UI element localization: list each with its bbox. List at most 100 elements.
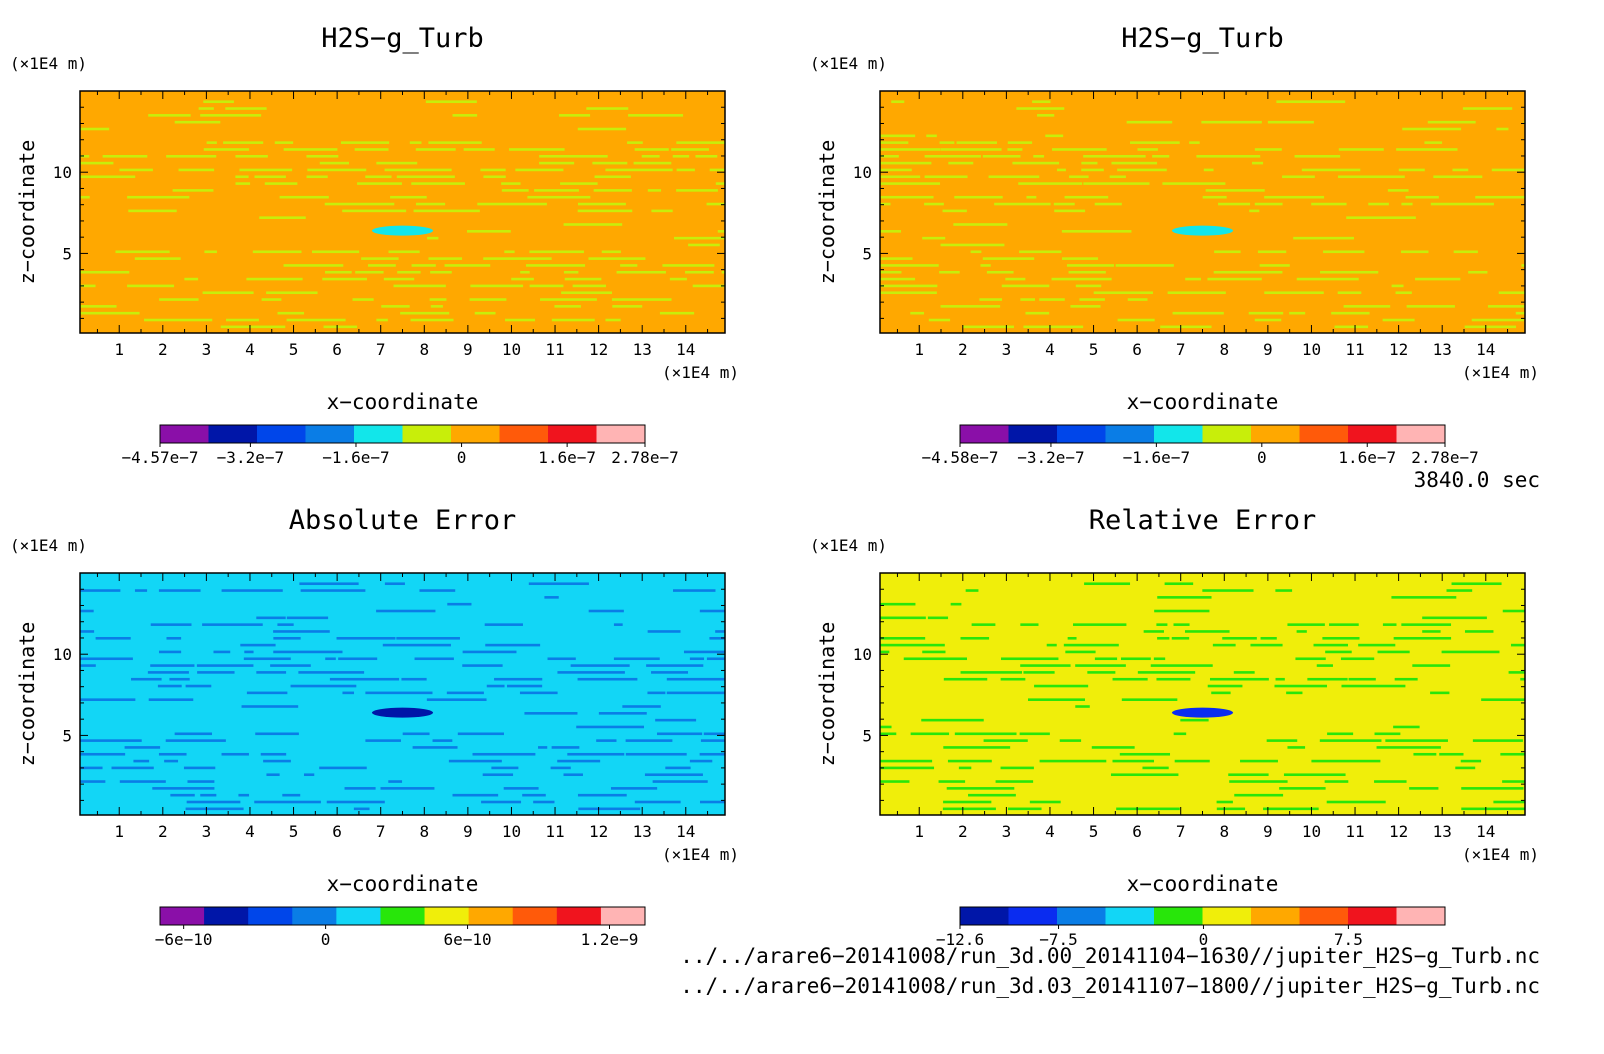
contour-band: [200, 114, 262, 117]
contour-band: [340, 141, 390, 144]
contour-band: [1264, 291, 1324, 295]
contour-band: [388, 780, 403, 783]
contour-band: [1207, 277, 1262, 281]
contour-band: [1167, 291, 1226, 295]
x-tick-label: 13: [1433, 822, 1452, 841]
contour-band: [1029, 800, 1061, 804]
contour-band: [922, 236, 946, 240]
contour-band: [282, 793, 301, 797]
colorbar-segment: [1251, 425, 1300, 443]
contour-band: [152, 787, 215, 790]
contour-band: [286, 318, 346, 322]
contour-band: [325, 657, 336, 661]
contour-band: [1117, 318, 1155, 322]
contour-band: [1283, 773, 1346, 777]
contour-band: [384, 168, 452, 172]
contour-band: [1337, 291, 1362, 295]
contour-band: [1173, 623, 1190, 626]
colorbar: −4.58e−7 −3.2e−7 −1.6e−7 0 1.6e−7 2.78e−7: [921, 424, 1479, 467]
contour-band: [246, 277, 303, 281]
contour-band: [880, 284, 938, 288]
contour-band: [1316, 664, 1333, 667]
contour-band: [1171, 636, 1190, 640]
contour-band: [80, 305, 117, 308]
contour-band: [273, 636, 301, 640]
contour-band: [355, 270, 384, 274]
colorbar-segment: [468, 907, 514, 925]
contour-band: [503, 787, 539, 790]
contour-band: [427, 236, 439, 240]
contour-band: [1481, 698, 1525, 701]
contour-band: [202, 623, 263, 626]
contour-band: [1391, 284, 1404, 288]
contour-band: [1081, 161, 1098, 165]
contour-band: [384, 582, 405, 586]
contour-band: [412, 746, 458, 749]
contour-band: [577, 202, 626, 206]
contour-band: [953, 223, 1008, 226]
contour-band: [197, 671, 235, 674]
colorbar-tick-label: −6e−10: [155, 930, 213, 949]
contour-band: [646, 664, 704, 667]
contour-band: [577, 793, 627, 797]
contour-band: [80, 127, 110, 131]
contour-band: [353, 807, 370, 811]
contour-band: [1025, 311, 1050, 315]
panel-3: Absolute Error (×1E4 m) (×1E4 m) x−coordina…: [10, 505, 739, 949]
contour-band: [610, 787, 658, 790]
contour-band: [365, 739, 401, 742]
contour-band: [319, 161, 349, 165]
contour-band: [1409, 787, 1439, 790]
contour-band: [880, 168, 912, 172]
x-tick-label: 7: [376, 822, 386, 841]
contour-band: [186, 800, 241, 804]
contour-band: [671, 148, 710, 151]
contour-field: [880, 573, 1525, 815]
contour-band: [958, 766, 972, 770]
contour-band: [715, 630, 725, 633]
contour-band: [954, 732, 1017, 736]
colorbar-segment: [1251, 907, 1300, 925]
contour-band: [880, 257, 913, 260]
contour-band: [1508, 671, 1525, 674]
contour-band: [240, 643, 276, 647]
colorbar-tick-label: 7.5: [1334, 930, 1363, 949]
contour-band: [1424, 141, 1443, 144]
contour-band: [1063, 643, 1119, 647]
contour-band: [1116, 807, 1180, 811]
contour-band: [1203, 168, 1214, 172]
contour-band: [1065, 650, 1096, 654]
contour-band: [1296, 630, 1307, 633]
contour-band: [80, 657, 133, 661]
colorbar-frame: [159, 424, 646, 444]
contour-band: [474, 311, 496, 315]
contour-band: [1294, 154, 1341, 158]
y-tick-label: 10: [53, 645, 72, 664]
contour-band: [709, 636, 725, 640]
contour-band: [1341, 684, 1406, 688]
contour-band: [1422, 616, 1487, 620]
contour-band: [641, 154, 660, 158]
field-background: [880, 573, 1525, 815]
contour-band: [577, 209, 633, 213]
y-tick-label: 10: [853, 163, 872, 182]
contour-band: [880, 636, 926, 640]
contour-band: [706, 202, 725, 206]
contour-band: [1229, 780, 1288, 783]
contour-band: [254, 800, 321, 804]
contour-band: [1020, 298, 1036, 301]
contour-band: [709, 168, 725, 172]
contour-band: [1213, 270, 1283, 274]
contour-band: [1028, 698, 1086, 701]
contour-band: [891, 100, 905, 104]
contour-band: [1126, 120, 1173, 124]
contour-band: [486, 684, 505, 688]
x-axis-label: x−coordinate: [327, 390, 479, 414]
contour-band: [411, 264, 436, 267]
contour-band: [1084, 582, 1131, 586]
colorbar-tick-label: −1.6e−7: [1123, 448, 1190, 467]
contour-band: [529, 250, 584, 254]
contour-band: [527, 195, 591, 199]
contour-band: [367, 264, 396, 267]
contour-band: [273, 630, 330, 633]
